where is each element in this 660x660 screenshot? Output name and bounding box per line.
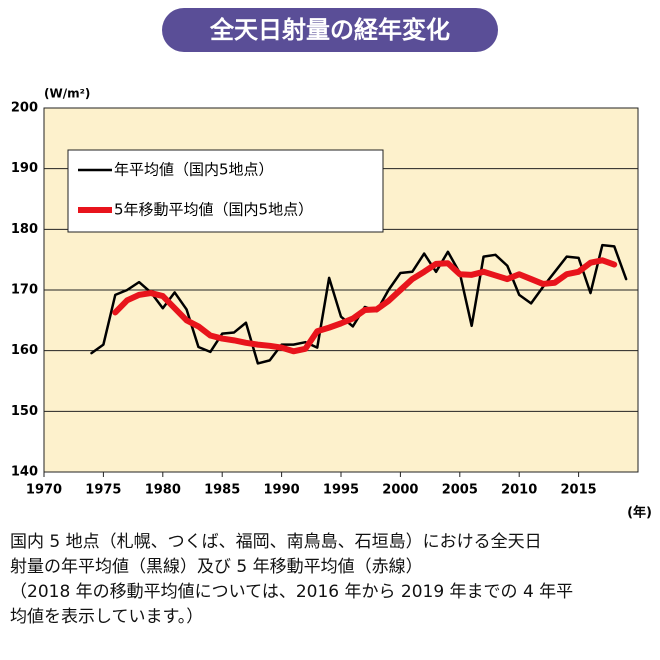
x-tick-label: 1980 bbox=[145, 483, 181, 498]
series-line bbox=[112, 257, 618, 355]
x-tick-label: 2015 bbox=[561, 483, 597, 498]
x-tick-label: 2010 bbox=[501, 483, 537, 498]
x-tick-label: 1985 bbox=[204, 483, 240, 498]
plot-border bbox=[43, 107, 639, 473]
x-axis-label: (年) bbox=[627, 505, 652, 521]
legend-label: 5年移動平均値（国内5地点） bbox=[114, 201, 313, 219]
y-axis-label: (W/m²) bbox=[44, 87, 90, 101]
x-tick-label: 1995 bbox=[323, 483, 359, 498]
x-tick-label: 1970 bbox=[26, 483, 62, 498]
y-tick-label: 150 bbox=[11, 404, 38, 419]
y-tick-label: 190 bbox=[11, 161, 38, 176]
title-pill bbox=[162, 8, 498, 52]
y-tick-label: 160 bbox=[11, 343, 38, 358]
caption-line: （2018 年の移動平均値については、2016 年から 2019 年までの 4 … bbox=[10, 582, 574, 602]
y-tick-label: 140 bbox=[11, 465, 38, 480]
y-tick-label: 170 bbox=[11, 283, 38, 298]
caption: 国内 5 地点（札幌、つくば、福岡、南鳥島、石垣島）における全天日 射量の年平均値… bbox=[10, 530, 655, 630]
x-tick-label: 1990 bbox=[264, 483, 300, 498]
legend-box bbox=[67, 149, 384, 233]
chart-title: 全天日射量の経年変化 bbox=[209, 16, 450, 44]
caption-line: 射量の年平均値（黒線）及び 5 年移動平均値（赤線） bbox=[10, 557, 423, 577]
y-tick-label: 200 bbox=[11, 101, 38, 116]
caption-line: 均値を表示しています。） bbox=[10, 607, 204, 627]
legend-label: 年平均値（国内5地点） bbox=[114, 161, 274, 179]
y-tick-label: 180 bbox=[11, 222, 38, 237]
caption-line: 国内 5 地点（札幌、つくば、福岡、南鳥島、石垣島）における全天日 bbox=[10, 532, 542, 552]
x-tick-label: 2000 bbox=[382, 483, 418, 498]
x-tick-label: 1975 bbox=[85, 483, 121, 498]
chart: 全天日射量の経年変化 (W/m²) (年) 140 150 160 170 180 190… bbox=[11, 8, 652, 521]
x-tick-label: 2005 bbox=[442, 483, 478, 498]
